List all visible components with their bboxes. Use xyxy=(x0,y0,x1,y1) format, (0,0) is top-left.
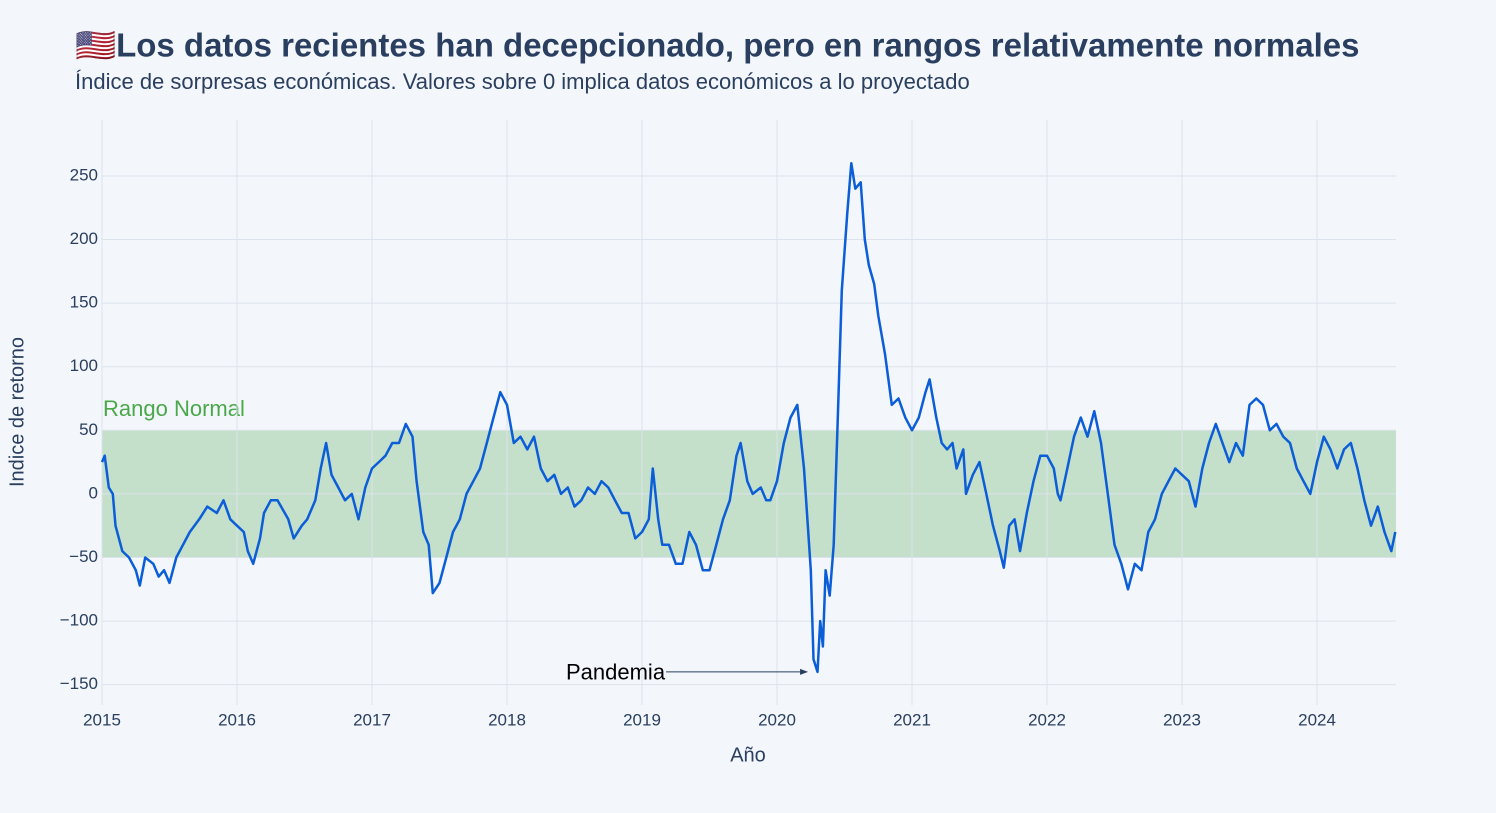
x-tick-label: 2019 xyxy=(623,710,661,729)
y-tick-label: −150 xyxy=(60,674,98,693)
y-tick-label: 0 xyxy=(89,483,98,502)
y-tick-label: 200 xyxy=(70,229,98,248)
x-tick-label: 2022 xyxy=(1028,710,1066,729)
x-tick-label: 2015 xyxy=(83,710,121,729)
y-axis-label: Indice de retorno xyxy=(6,337,28,487)
annotation-text: Pandemia xyxy=(566,660,666,685)
y-tick-label: −50 xyxy=(69,547,98,566)
x-tick-label: 2023 xyxy=(1163,710,1201,729)
data-line xyxy=(100,161,1397,674)
x-axis-label: Año xyxy=(730,744,766,766)
x-tick-label: 2024 xyxy=(1298,710,1336,729)
x-tick-label: 2017 xyxy=(353,710,391,729)
y-tick-label: 50 xyxy=(79,420,98,439)
x-tick-label: 2020 xyxy=(758,710,796,729)
x-tick-label: 2018 xyxy=(488,710,526,729)
y-tick-label: 100 xyxy=(70,356,98,375)
y-tick-label: −100 xyxy=(60,611,98,630)
y-tick-label: 150 xyxy=(70,293,98,312)
annotation-arrowhead xyxy=(800,668,809,675)
band-label: Rango Normal xyxy=(103,396,245,421)
x-tick-label: 2016 xyxy=(218,710,256,729)
chart-subtitle: Índice de sorpresas económicas. Valores … xyxy=(75,69,970,94)
x-tick-label: 2021 xyxy=(893,710,931,729)
chart-title: 🇺🇸Los datos recientes han decepcionado, … xyxy=(75,27,1359,64)
y-tick-label: 250 xyxy=(70,165,98,184)
